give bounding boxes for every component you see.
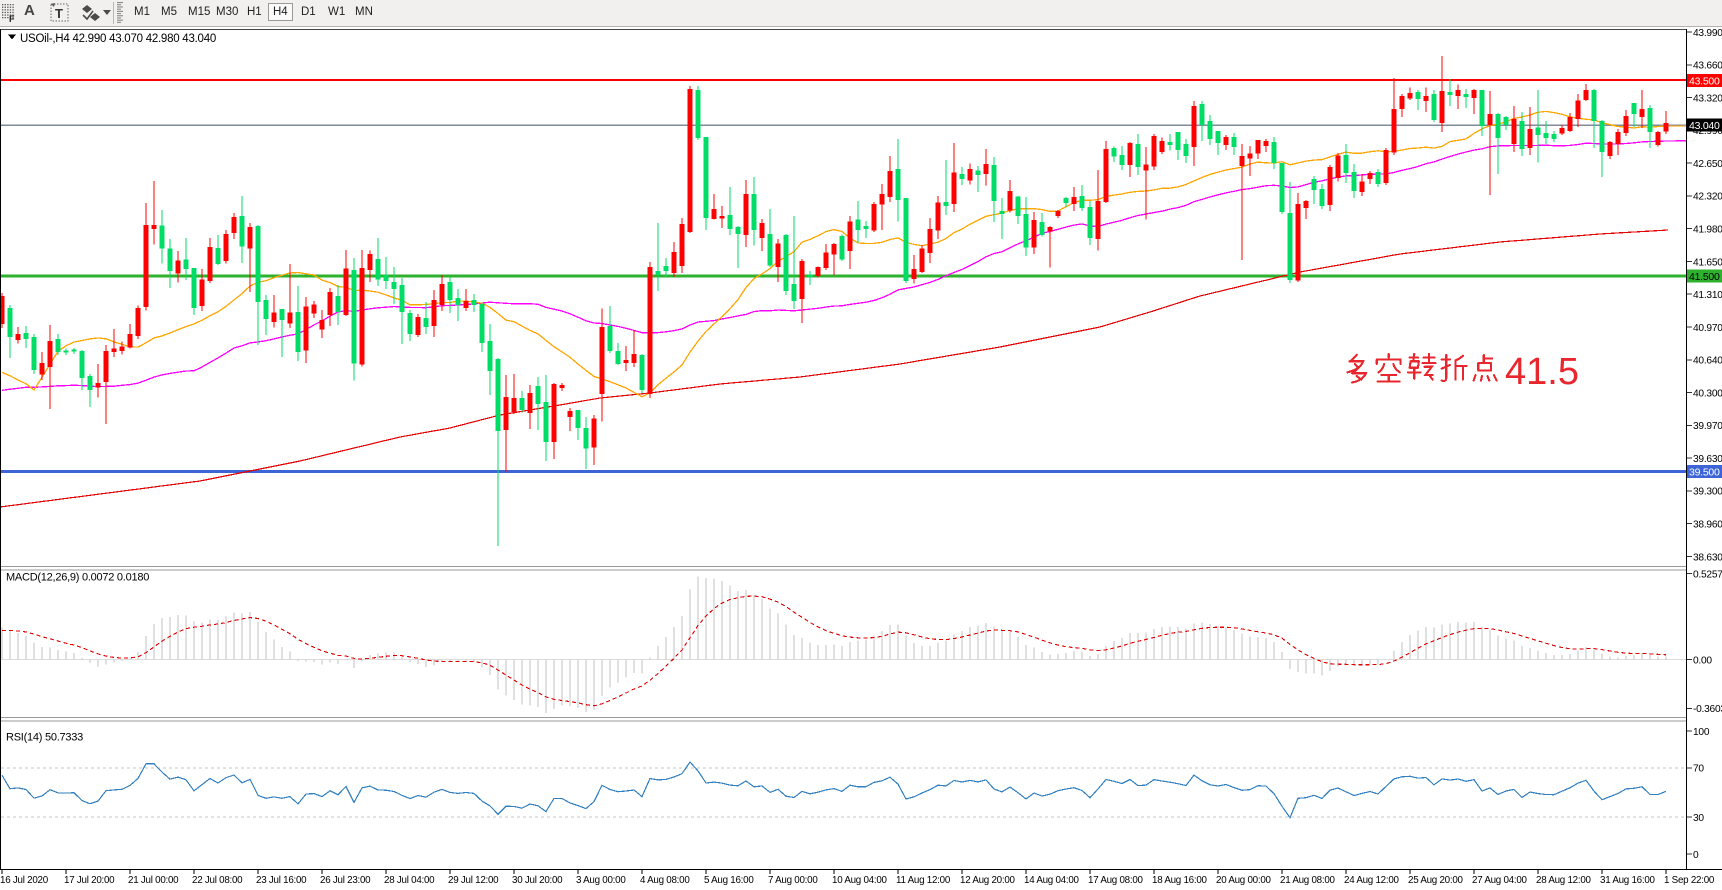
svg-text:F: F [9,14,15,24]
svg-text:5 Aug 16:00: 5 Aug 16:00 [704,875,754,886]
svg-text:21 Aug 08:00: 21 Aug 08:00 [1280,875,1336,886]
svg-text:25 Aug 20:00: 25 Aug 20:00 [1408,875,1464,886]
svg-text:28 Jul 04:00: 28 Jul 04:00 [384,875,435,886]
svg-text:39.630: 39.630 [1693,454,1722,465]
svg-text:39.500: 39.500 [1689,466,1720,478]
svg-text:23 Jul 16:00: 23 Jul 16:00 [256,875,307,886]
svg-text:39.970: 39.970 [1693,421,1722,432]
svg-text:17 Aug 08:00: 17 Aug 08:00 [1088,875,1144,886]
svg-text:26 Jul 23:00: 26 Jul 23:00 [320,875,371,886]
svg-text:43.500: 43.500 [1689,75,1720,87]
svg-text:10 Aug 04:00: 10 Aug 04:00 [832,875,888,886]
svg-text:18 Aug 16:00: 18 Aug 16:00 [1152,875,1208,886]
svg-text:-0.3603: -0.3603 [1693,704,1722,715]
svg-text:21 Jul 00:00: 21 Jul 00:00 [128,875,179,886]
svg-text:7 Aug 00:00: 7 Aug 00:00 [768,875,818,886]
svg-text:28 Aug 12:00: 28 Aug 12:00 [1536,875,1592,886]
svg-text:43.040: 43.040 [1689,120,1720,132]
svg-text:27 Aug 04:00: 27 Aug 04:00 [1472,875,1528,886]
svg-text:38.960: 38.960 [1693,520,1722,531]
svg-text:RSI(14) 50.7333: RSI(14) 50.7333 [6,732,83,744]
svg-text:43.320: 43.320 [1693,93,1722,104]
svg-text:16 Jul 2020: 16 Jul 2020 [0,875,49,886]
svg-text:41.650: 41.650 [1693,257,1722,268]
svg-text:T: T [55,6,63,21]
svg-text:38.630: 38.630 [1693,552,1722,563]
svg-text:31 Aug 16:00: 31 Aug 16:00 [1600,875,1656,886]
svg-text:14 Aug 04:00: 14 Aug 04:00 [1024,875,1080,886]
svg-text:12 Aug 20:00: 12 Aug 20:00 [960,875,1016,886]
svg-text:43.660: 43.660 [1693,61,1722,72]
svg-text:0: 0 [1693,850,1699,861]
svg-text:41.310: 41.310 [1693,290,1722,301]
svg-text:39.300: 39.300 [1693,487,1722,498]
svg-text:100: 100 [1693,727,1710,738]
svg-text:4 Aug 08:00: 4 Aug 08:00 [640,875,690,886]
svg-text:42.320: 42.320 [1693,192,1722,203]
svg-text:41.5: 41.5 [1505,351,1579,393]
svg-text:42.650: 42.650 [1693,159,1722,170]
svg-text:30 Jul 20:00: 30 Jul 20:00 [512,875,563,886]
svg-text:40.300: 40.300 [1693,388,1722,399]
svg-text:40.640: 40.640 [1693,356,1722,367]
svg-text:USOil-,H4 42.990 43.070 42.98: USOil-,H4 42.990 43.070 42.980 43.040 [20,33,216,45]
svg-text:11 Aug 12:00: 11 Aug 12:00 [896,875,951,886]
svg-text:43.990: 43.990 [1693,28,1722,39]
svg-text:20 Aug 00:00: 20 Aug 00:00 [1216,875,1272,886]
svg-text:3 Aug 00:00: 3 Aug 00:00 [576,875,626,886]
svg-text:17 Jul 20:00: 17 Jul 20:00 [64,875,115,886]
svg-text:41.500: 41.500 [1689,271,1720,283]
svg-text:29 Jul 12:00: 29 Jul 12:00 [448,875,499,886]
svg-text:MACD(12,26,9) 0.0072 0.0180: MACD(12,26,9) 0.0072 0.0180 [6,572,149,584]
svg-text:1 Sep 22:00: 1 Sep 22:00 [1664,875,1715,886]
svg-text:41.980: 41.980 [1693,224,1722,235]
svg-text:0.00: 0.00 [1693,655,1712,666]
svg-text:22 Jul 08:00: 22 Jul 08:00 [192,875,243,886]
svg-text:24 Aug 12:00: 24 Aug 12:00 [1344,875,1400,886]
svg-text:40.970: 40.970 [1693,323,1722,334]
svg-text:30: 30 [1693,813,1704,824]
svg-text:0.5257: 0.5257 [1693,569,1722,580]
svg-text:70: 70 [1693,764,1704,775]
